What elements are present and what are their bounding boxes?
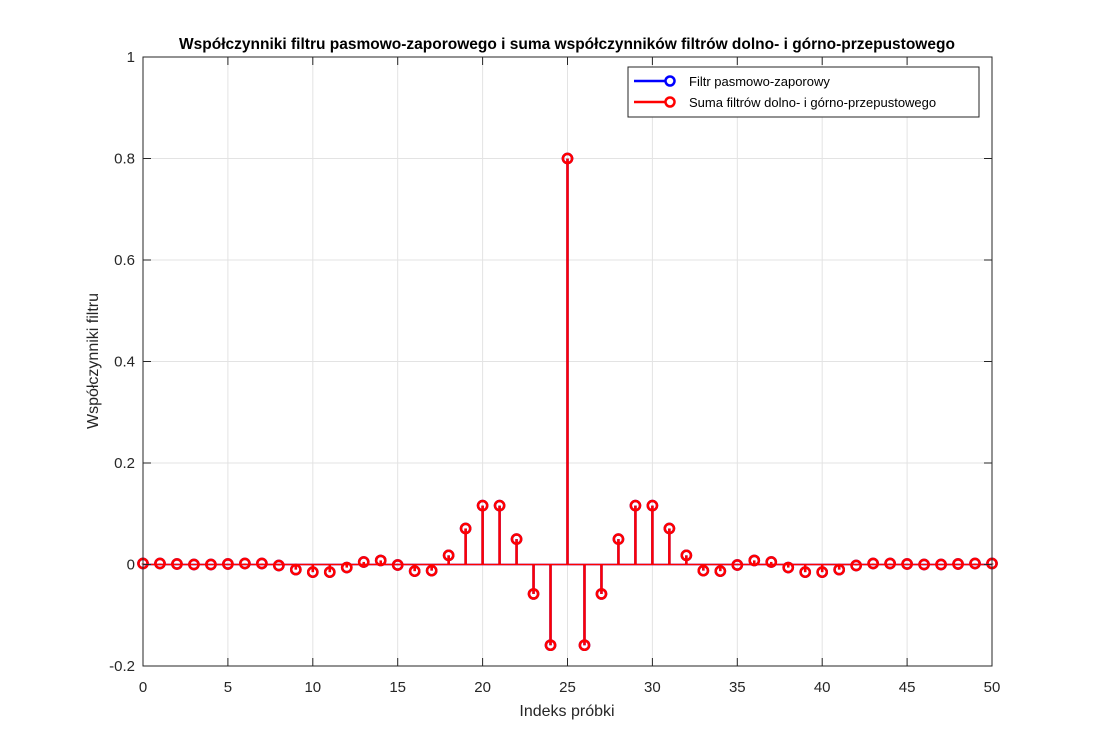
x-tick-label: 10	[304, 679, 321, 696]
stem-marker	[663, 522, 676, 535]
stem-marker	[629, 499, 642, 512]
legend-marker-series-2	[664, 96, 676, 108]
y-axis-label: Współczynniki filtru	[85, 293, 102, 429]
stem-marker	[493, 499, 506, 512]
stem-marker	[510, 533, 523, 545]
stem-marker	[289, 563, 302, 576]
stem-marker	[171, 558, 183, 570]
stem-marker	[323, 566, 336, 578]
x-axis-label: Indeks próbki	[519, 703, 614, 720]
stem-marker	[357, 556, 370, 568]
stem-marker	[731, 559, 744, 571]
stem-marker	[918, 558, 930, 571]
stem-marker	[595, 588, 608, 600]
chart-title: Współczynniki filtru pasmowo-zaporowego …	[179, 36, 955, 53]
x-tick-label: 5	[224, 679, 232, 696]
stem-marker	[714, 565, 727, 577]
y-tick-label: 0	[127, 557, 135, 574]
stem-marker	[952, 558, 964, 570]
legend: Filtr pasmowo-zaporowy Suma filtrów doln…	[627, 66, 980, 118]
stem-marker	[782, 561, 795, 574]
stem-marker	[884, 557, 896, 570]
x-tick-label: 0	[139, 679, 147, 696]
x-tick-label: 15	[389, 679, 406, 696]
stem-marker	[850, 559, 863, 572]
stem-series	[137, 152, 998, 652]
x-tick-label: 45	[899, 679, 916, 696]
x-tick-label: 50	[984, 679, 1001, 696]
stem-marker	[188, 558, 200, 571]
x-tick-label: 40	[814, 679, 831, 696]
stem-marker	[765, 556, 778, 568]
stem-marker	[561, 152, 574, 165]
x-tick-label: 35	[729, 679, 746, 696]
stem-marker	[816, 566, 829, 578]
series-2	[137, 152, 998, 652]
legend-box	[627, 66, 980, 118]
stem-marker	[901, 558, 913, 570]
stem-marker	[612, 533, 625, 545]
stem-marker	[799, 566, 812, 578]
stem-marker	[239, 557, 251, 570]
stem-marker	[527, 588, 540, 600]
y-tick-label: 0.2	[114, 455, 135, 472]
stem-marker	[459, 522, 472, 535]
stem-marker	[408, 565, 421, 577]
x-tick-label: 20	[474, 679, 491, 696]
stem-marker	[969, 557, 981, 570]
x-tick-label: 25	[559, 679, 576, 696]
stem-marker	[425, 564, 438, 577]
legend-label-series-2: Suma filtrów dolno- i górno-przepustoweg…	[689, 95, 936, 110]
legend-label-series-1: Filtr pasmowo-zaporowy	[689, 74, 830, 89]
stem-marker	[306, 566, 319, 578]
y-tick-label: 0.6	[114, 252, 135, 269]
stem-marker	[935, 558, 947, 571]
stem-marker	[205, 558, 217, 571]
stem-marker	[833, 563, 846, 576]
legend-marker-series-1	[664, 75, 676, 87]
stem-marker	[391, 559, 404, 571]
y-tick-label: 1	[127, 49, 135, 66]
y-tick-label: 0.4	[114, 354, 135, 371]
axis-ticks: 0 5 10 15 20 25 30 35 40 45 50-0.200.20.40.60.81	[109, 49, 1000, 696]
stem-marker	[748, 554, 761, 567]
y-tick-label: -0.2	[109, 658, 135, 675]
stem-marker	[578, 639, 591, 652]
stem-marker	[544, 639, 557, 652]
stem-marker	[442, 549, 455, 562]
stem-marker	[697, 564, 710, 577]
y-tick-label: 0.8	[114, 151, 135, 168]
stem-marker	[154, 557, 166, 570]
stem-marker	[374, 554, 387, 567]
stem-marker	[340, 561, 353, 574]
stem-marker	[256, 557, 268, 570]
stem-marker	[272, 559, 285, 572]
stem-marker	[680, 549, 693, 562]
stem-marker	[222, 558, 234, 570]
stem-marker	[646, 499, 659, 512]
stem-marker	[867, 557, 879, 570]
x-tick-label: 30	[644, 679, 661, 696]
stem-marker	[476, 499, 489, 512]
